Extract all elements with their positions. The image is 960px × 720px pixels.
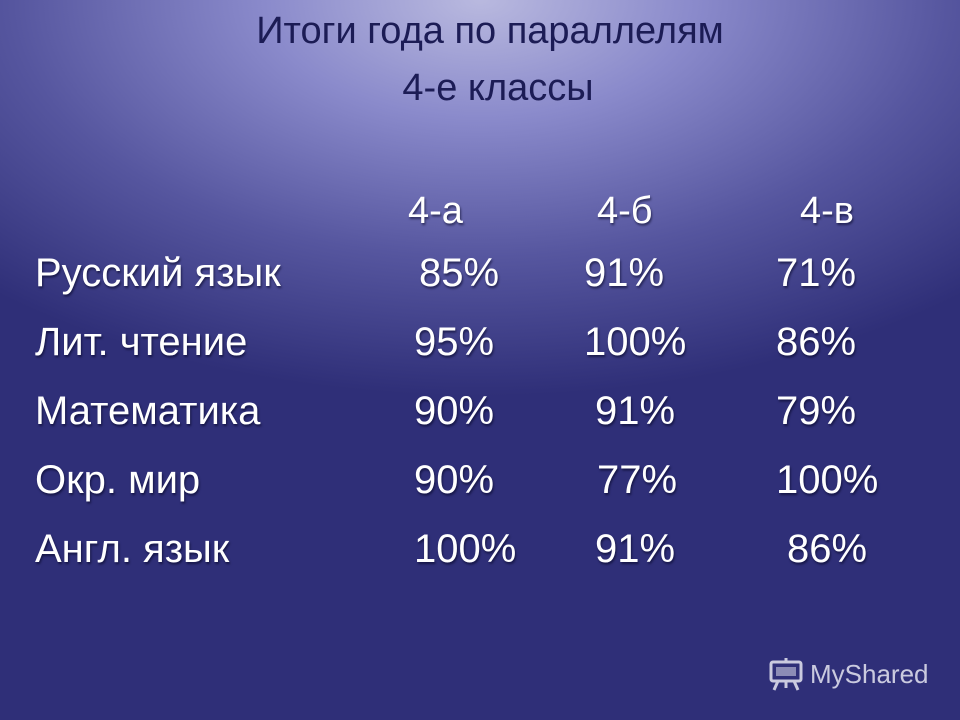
row-subject: Математика [35,389,261,433]
row-subject: Англ. язык [35,527,230,571]
row-value-4b: 91% [595,527,676,571]
column-header-4a: 4-а [408,190,463,232]
row-value-4b: 77% [597,458,678,502]
row-value-4v: 86% [776,320,857,364]
row-subject: Русский язык [35,251,281,295]
row-value-4a: 100% [414,527,517,571]
row-value-4v: 71% [776,251,857,295]
row-value-4b: 91% [595,389,676,433]
row-value-4a: 90% [414,458,495,502]
slide-subtitle: 4-е классы [402,67,594,109]
row-subject: Лит. чтение [35,320,248,364]
row-value-4v: 100% [776,458,879,502]
watermark-text: MyShared [810,658,929,689]
row-value-4a: 95% [414,320,495,364]
row-value-4b: 91% [584,251,665,295]
row-value-4b: 100% [584,320,687,364]
row-value-4a: 90% [414,389,495,433]
slide-title: Итоги года по параллелям [256,10,724,52]
row-value-4v: 79% [776,389,857,433]
row-value-4a: 85% [419,251,500,295]
column-header-4b: 4-б [597,190,653,232]
row-value-4v: 86% [787,527,868,571]
row-subject: Окр. мир [35,458,201,502]
presentation-board-icon [768,656,804,692]
watermark: MyShared [768,654,929,694]
column-header-4v: 4-в [800,190,854,232]
